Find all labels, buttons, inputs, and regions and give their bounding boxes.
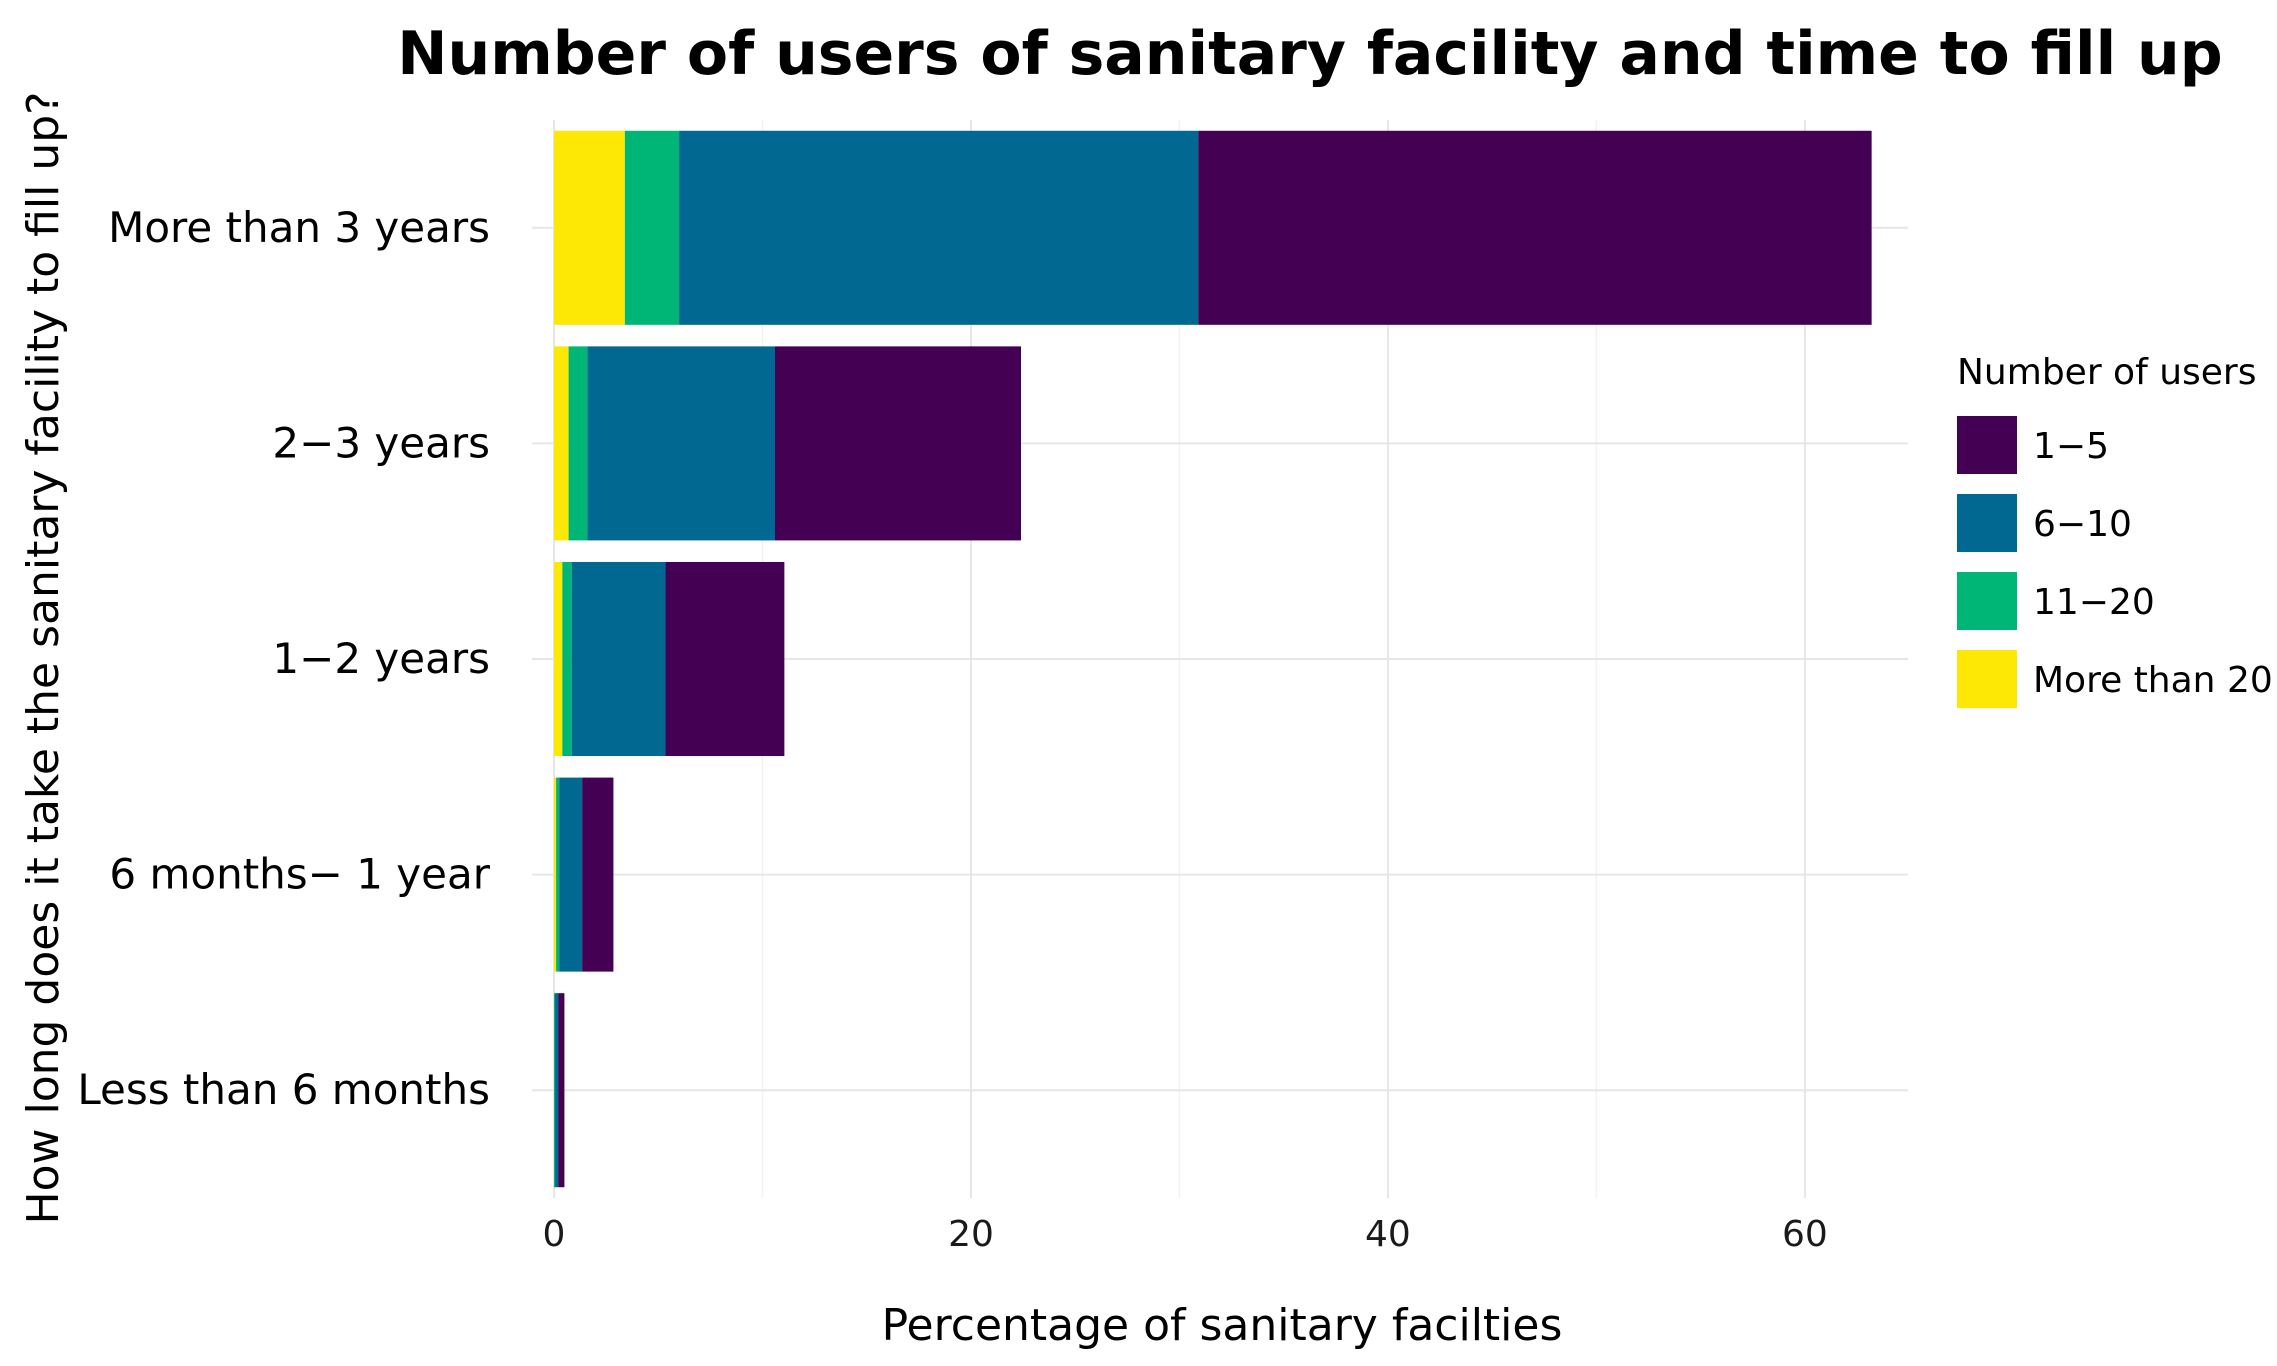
bar-segment — [665, 561, 785, 757]
bar-segment — [554, 561, 563, 757]
bar-segment — [679, 130, 1199, 325]
category-label: 2−3 years — [272, 418, 490, 467]
y-axis-title: How long does it take the sanitary facil… — [18, 92, 69, 1225]
bar-segment — [558, 993, 565, 1188]
bars — [554, 130, 1872, 1188]
legend-label: 6−10 — [2033, 504, 2132, 545]
x-tick-label: 20 — [948, 1214, 994, 1255]
bar-segment — [624, 130, 680, 325]
bar-segment — [559, 777, 583, 972]
category-label: Less than 6 months — [77, 1065, 490, 1114]
bar-segment — [554, 993, 556, 1188]
bar-segment — [556, 777, 560, 972]
bar-segment — [571, 561, 666, 757]
bar-segment — [555, 993, 559, 1188]
chart-title: Number of users of sanitary facility and… — [397, 19, 2222, 89]
bar-segment — [582, 777, 614, 972]
x-axis-title: Percentage of sanitary facilties — [882, 1300, 1563, 1351]
legend-items: 1−5 6−10 11−20 More than 20 — [1957, 416, 2273, 708]
legend-swatch — [1957, 572, 2017, 630]
legend: Number of users 1−5 6−10 11−20 More than 20 — [1957, 352, 2273, 708]
bar-segment — [554, 346, 569, 541]
legend-swatch — [1957, 494, 2017, 552]
legend-swatch — [1957, 650, 2017, 708]
legend-label: 1−5 — [2033, 426, 2109, 467]
x-tick-label: 0 — [543, 1214, 566, 1255]
legend-title: Number of users — [1957, 352, 2256, 393]
bar-segment — [554, 130, 625, 325]
bar-segment — [1198, 130, 1872, 325]
bar-segment — [587, 346, 775, 541]
legend-swatch — [1957, 416, 2017, 474]
bar-segment — [568, 346, 588, 541]
category-label: More than 3 years — [108, 203, 490, 252]
bar-segment — [554, 777, 557, 972]
x-tick-labels: 0 20 40 60 — [543, 1214, 1828, 1255]
legend-label: More than 20 — [2033, 660, 2273, 701]
x-tick-label: 60 — [1782, 1214, 1828, 1255]
category-labels: More than 3 years 2−3 years 1−2 years 6 mon… — [77, 203, 490, 1114]
bar-segment — [562, 561, 572, 757]
category-label: 1−2 years — [272, 634, 490, 683]
legend-label: 11−20 — [2033, 582, 2155, 623]
x-tick-label: 40 — [1365, 1214, 1411, 1255]
bar-segment — [774, 346, 1022, 541]
category-label: 6 months− 1 year — [109, 850, 490, 899]
